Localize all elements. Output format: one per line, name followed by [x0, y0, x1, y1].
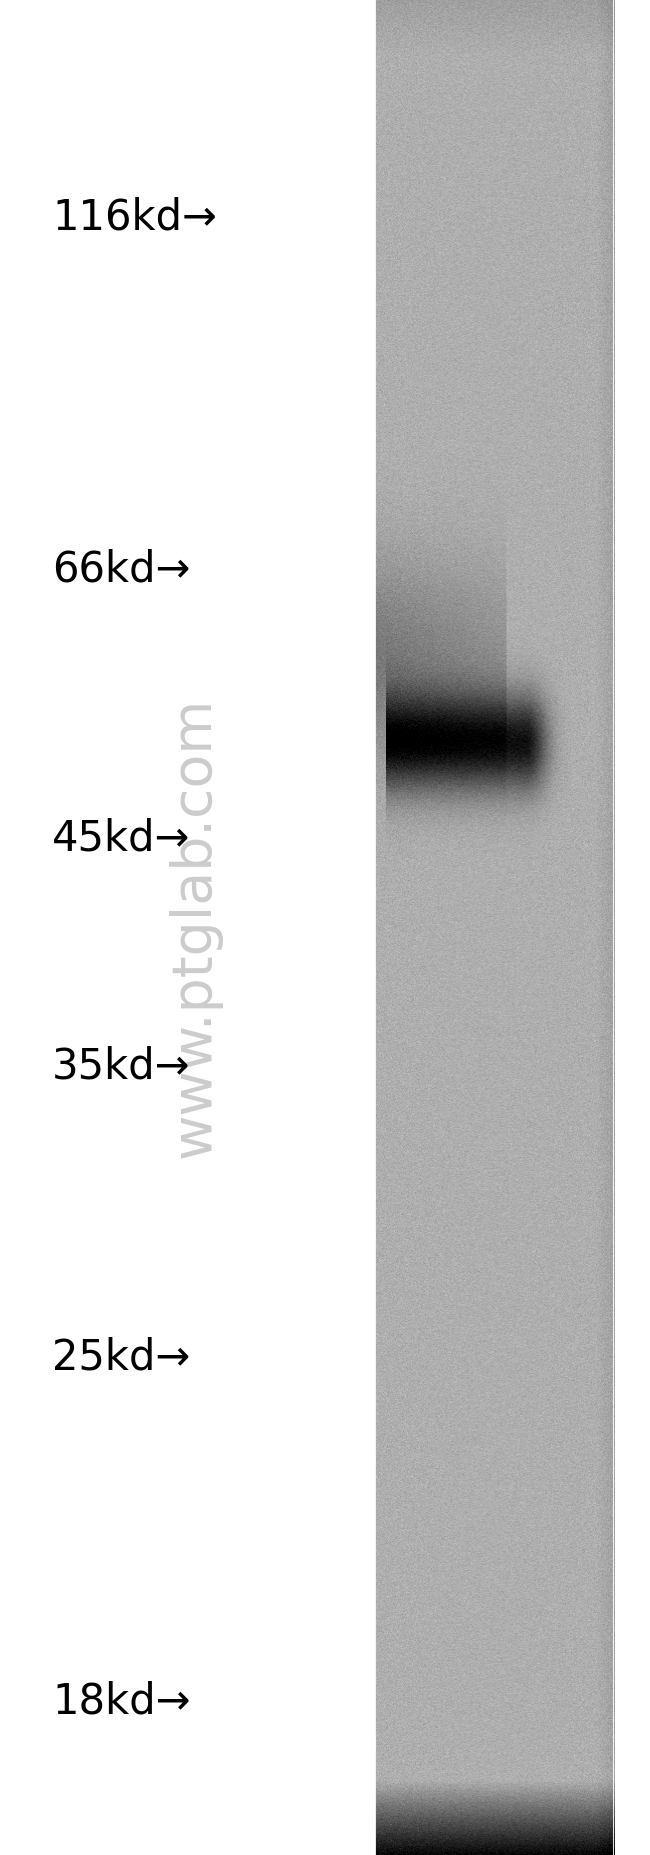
Text: 35kd→: 35kd→	[52, 1046, 190, 1087]
Text: 45kd→: 45kd→	[52, 818, 190, 859]
Text: 18kd→: 18kd→	[52, 1681, 190, 1721]
Text: www.ptglab.com: www.ptglab.com	[168, 697, 222, 1158]
Text: 25kd→: 25kd→	[52, 1337, 190, 1378]
Text: 116kd→: 116kd→	[52, 197, 217, 237]
Text: 66kd→: 66kd→	[52, 549, 190, 590]
